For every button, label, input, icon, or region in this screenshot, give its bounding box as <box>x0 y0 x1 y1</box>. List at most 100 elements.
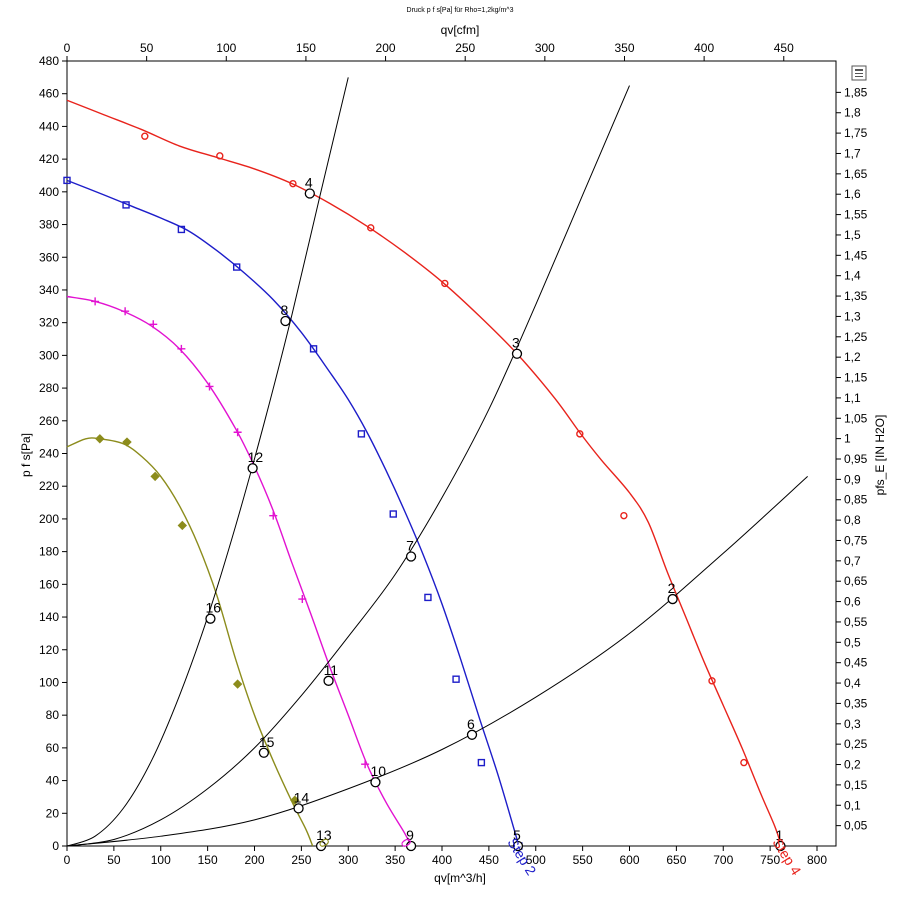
y-tick-label: 80 <box>46 708 60 722</box>
x2-tick-label: 50 <box>140 41 154 55</box>
series-marker <box>361 760 370 769</box>
y2-tick-label: 0,1 <box>844 798 861 812</box>
x-tick-label: 800 <box>807 853 827 867</box>
x-tick-label: 100 <box>151 853 171 867</box>
x-tick-label: 150 <box>198 853 218 867</box>
y2-tick-label: 1,65 <box>844 167 868 181</box>
x-tick-label: 250 <box>291 853 311 867</box>
series-line-2 <box>66 295 412 847</box>
y2-tick-label: 1,6 <box>844 187 861 201</box>
chart-axes: 0 50 100 150 200 250 300 350 400 450 500 550 600 650 7… <box>39 41 868 867</box>
y2-tick-label: 1,75 <box>844 126 868 140</box>
series-marker <box>576 430 584 438</box>
operating-point-2 <box>667 593 678 605</box>
y2-tick-label: 1 <box>844 432 851 446</box>
operating-point-13 <box>315 840 327 852</box>
y2-axis-title: pfs_E [IN H2O] <box>873 415 887 496</box>
y2-tick-label: 0,15 <box>844 778 868 792</box>
operating-point-12 <box>247 463 258 474</box>
y-tick-label: 160 <box>39 577 59 591</box>
chart-markers <box>63 132 785 850</box>
x-tick-label: 500 <box>526 853 546 867</box>
y-tick-label: 40 <box>46 774 60 788</box>
y2-tick-label: 0,7 <box>844 554 861 568</box>
series-marker <box>389 510 397 518</box>
y2-tick-label: 0,75 <box>844 533 868 547</box>
series-marker <box>269 511 278 520</box>
x-tick-label: 700 <box>713 853 733 867</box>
y-tick-label: 280 <box>39 381 59 395</box>
series-marker <box>232 679 243 689</box>
x-tick-label: 0 <box>64 853 71 867</box>
operating-point-label-5: 5 <box>513 827 521 843</box>
x2-tick-label: 300 <box>535 41 555 55</box>
series-marker <box>141 132 149 140</box>
y-tick-label: 480 <box>39 54 59 68</box>
operating-point-4 <box>304 188 315 199</box>
series-marker <box>367 224 375 232</box>
y2-tick-label: 0,25 <box>844 737 868 751</box>
series-marker <box>177 225 186 234</box>
y-tick-label: 460 <box>39 87 59 101</box>
x2-tick-label: 150 <box>296 41 316 55</box>
x2-tick-label: 200 <box>376 41 396 55</box>
x2-tick-label: 350 <box>614 41 634 55</box>
operating-point-1 <box>775 840 786 852</box>
x2-tick-label: 100 <box>216 41 236 55</box>
y2-tick-label: 0,85 <box>844 493 868 507</box>
y-tick-label: 0 <box>52 839 59 853</box>
y-tick-label: 200 <box>39 512 59 526</box>
chart-title: Druck p f s[Pa] für Rho=1,2kg/m^3 <box>407 7 514 14</box>
y2-tick-label: 1,1 <box>844 391 861 405</box>
series-marker <box>441 279 449 288</box>
y2-tick-label: 0,3 <box>844 717 861 731</box>
y-tick-label: 440 <box>39 119 59 133</box>
operating-point-label-4: 4 <box>305 174 313 190</box>
series-line-1 <box>66 179 520 847</box>
operating-point-label-2: 2 <box>668 580 676 596</box>
y2-tick-label: 1,45 <box>844 248 868 262</box>
operating-point-10 <box>370 777 381 788</box>
series-marker <box>357 430 366 438</box>
series-marker <box>452 675 460 683</box>
x-tick-label: 300 <box>338 853 358 867</box>
x-tick-label: 600 <box>619 853 639 867</box>
x-tick-label: 450 <box>479 853 499 867</box>
y-tick-label: 380 <box>39 218 59 232</box>
plot-frame <box>66 60 837 847</box>
y-axis-title: p f s[Pa] <box>19 433 33 477</box>
y2-tick-label: 1,05 <box>844 411 868 425</box>
y-tick-label: 60 <box>46 741 60 755</box>
operating-point-label-7: 7 <box>406 538 414 554</box>
series-line-4 <box>66 476 808 847</box>
y2-tick-label: 0,35 <box>844 696 868 710</box>
export-icon[interactable] <box>851 65 867 81</box>
series-line-3 <box>66 437 314 847</box>
y2-tick-label: 0,2 <box>844 758 861 772</box>
y2-tick-label: 1,25 <box>844 330 868 344</box>
x2-axis-title: qv[cfm] <box>441 23 480 37</box>
operating-point-label-8: 8 <box>280 302 288 318</box>
operating-point-label-6: 6 <box>467 716 475 732</box>
y2-tick-label: 1,8 <box>844 106 861 120</box>
y2-tick-label: 0,45 <box>844 656 868 670</box>
y-tick-label: 120 <box>39 643 59 657</box>
series-marker <box>424 593 432 602</box>
y-tick-label: 100 <box>39 675 59 689</box>
x-tick-label: 400 <box>432 853 452 867</box>
series-marker <box>232 263 241 271</box>
operating-point-label-11: 11 <box>324 662 339 678</box>
y2-tick-label: 1,35 <box>844 289 868 303</box>
series-marker <box>122 437 132 447</box>
operating-point-16 <box>205 613 216 624</box>
y-tick-label: 420 <box>39 152 59 166</box>
series-marker <box>91 297 100 306</box>
operating-point-9 <box>405 840 417 852</box>
operating-point-label-3: 3 <box>512 335 520 351</box>
y2-tick-label: 0,95 <box>844 452 868 466</box>
operating-point-5 <box>512 840 524 852</box>
y2-tick-label: 0,4 <box>844 676 861 690</box>
y2-tick-label: 1,3 <box>844 309 861 323</box>
operating-point-11 <box>323 675 334 686</box>
